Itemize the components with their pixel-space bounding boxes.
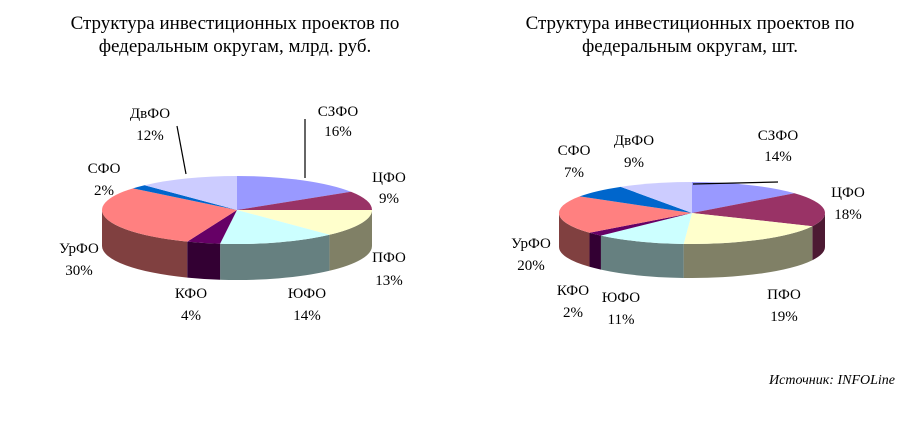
pie-slice-kfo <box>187 210 237 244</box>
pie-slice-yufo <box>600 213 692 244</box>
slice-percent-kfo: 2% <box>563 305 583 321</box>
pie-side-cfo <box>812 213 825 261</box>
chart-title-count-line1: Структура инвестиционных проектов по <box>525 13 855 34</box>
chart-title-rub: Структура инвестиционных проектов по фед… <box>30 12 440 58</box>
slice-name-cfo: ЦФО <box>372 170 406 186</box>
slice-percent-urfo: 20% <box>517 258 545 274</box>
pie-side-pfo <box>329 210 372 271</box>
pie-slice-yufo <box>220 210 330 244</box>
slice-name-yufo: ЮФО <box>602 290 640 306</box>
slice-percent-pfo: 19% <box>770 309 798 325</box>
slice-percent-sfo: 7% <box>564 165 584 181</box>
slice-percent-pfo: 13% <box>375 273 403 289</box>
pie-slice-urfo <box>559 196 692 233</box>
pie-slice-pfo <box>237 210 372 235</box>
slice-name-cfo: ЦФО <box>831 185 865 201</box>
slice-name-dvfo: ДвФО <box>130 106 170 122</box>
slice-name-urfo: УрФО <box>511 236 551 252</box>
slice-name-sfo: СФО <box>88 161 121 177</box>
pie-slice-cfo <box>237 191 372 210</box>
pie-side-kfo <box>589 232 601 270</box>
slice-name-urfo: УрФО <box>59 241 99 257</box>
slice-percent-dvfo: 9% <box>624 155 644 171</box>
slice-percent-cfo: 18% <box>834 207 862 223</box>
pie-chart-count: СЗФО 14% ЦФО 18% ПФО 19% ЮФО 11% КФО 2% УрФО 20% СФО… <box>511 128 865 328</box>
slice-name-kfo: КФО <box>175 286 207 302</box>
slice-name-szfo: СЗФО <box>318 104 359 120</box>
source-prefix: Источник: <box>769 373 834 388</box>
pie-slice-kfo <box>589 213 692 236</box>
pie-side-kfo <box>187 241 221 280</box>
slice-name-dvfo: ДвФО <box>614 133 654 149</box>
chart-title-count-line2: федеральным округам, шт. <box>581 36 799 57</box>
slice-name-szfo: СЗФО <box>758 128 799 144</box>
pie-side-yufo <box>600 235 684 278</box>
slice-percent-szfo: 14% <box>764 149 792 165</box>
leader-line-dvfo <box>176 125 187 175</box>
source-note: Источник: INFOLine <box>769 373 895 389</box>
pie-slice-dvfo <box>620 182 692 213</box>
leader-line-szfo <box>692 181 779 185</box>
slice-percent-kfo: 4% <box>181 308 201 324</box>
slice-percent-sfo: 2% <box>94 183 114 199</box>
pie-side-urfo <box>102 210 188 278</box>
chart-title-rub-line2: федеральным округам, млрд. руб. <box>98 36 372 57</box>
source-name: INFOLine <box>837 373 895 388</box>
slice-percent-szfo: 16% <box>324 124 352 140</box>
pie-slice-sfo <box>132 185 237 210</box>
pie-side-yufo <box>220 234 330 281</box>
pie-slice-pfo <box>683 213 813 244</box>
slice-name-yufo: ЮФО <box>288 286 326 302</box>
slice-percent-yufo: 14% <box>293 308 321 324</box>
slice-name-sfo: СФО <box>558 143 591 159</box>
chart-title-count: Структура инвестиционных проектов по фед… <box>485 12 895 58</box>
pie-slice-cfo <box>692 193 826 227</box>
pie-chart-rub: СЗФО 16% ЦФО 9% ПФО 13% ЮФО 14% КФО 4% УрФО 30% СФО 2… <box>59 104 406 324</box>
pie-side-pfo <box>683 226 813 278</box>
pie-slice-dvfo <box>144 176 237 210</box>
slice-name-pfo: ПФО <box>372 250 406 266</box>
slice-name-pfo: ПФО <box>767 287 801 303</box>
pie-slice-sfo <box>579 186 692 213</box>
slice-percent-cfo: 9% <box>379 191 399 207</box>
slice-percent-urfo: 30% <box>65 263 93 279</box>
pie-slice-szfo <box>692 182 795 213</box>
slice-percent-yufo: 11% <box>608 312 635 328</box>
pie-side-urfo <box>559 213 590 267</box>
pie-slice-szfo <box>237 176 351 210</box>
chart-title-rub-line1: Структура инвестиционных проектов по <box>70 13 400 34</box>
slice-name-kfo: КФО <box>557 283 589 299</box>
pie-slice-urfo <box>101 188 237 242</box>
slice-percent-dvfo: 12% <box>136 128 164 144</box>
